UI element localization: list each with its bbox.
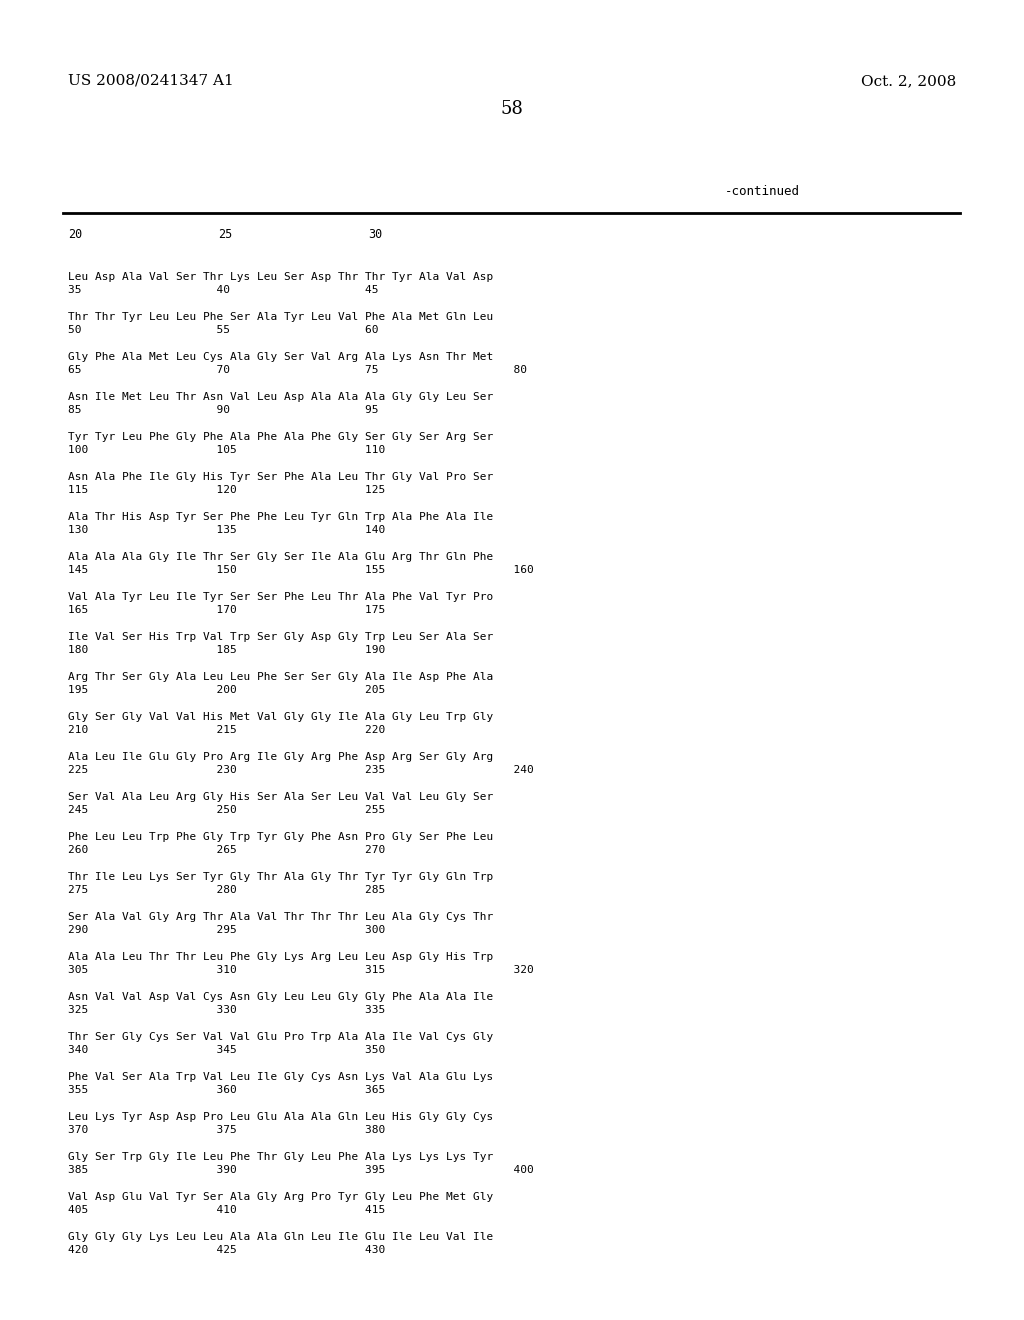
Text: 30: 30 — [368, 228, 382, 242]
Text: Ala Ala Leu Thr Thr Leu Phe Gly Lys Arg Leu Leu Asp Gly His Trp: Ala Ala Leu Thr Thr Leu Phe Gly Lys Arg … — [68, 952, 494, 962]
Text: Val Ala Tyr Leu Ile Tyr Ser Ser Phe Leu Thr Ala Phe Val Tyr Pro: Val Ala Tyr Leu Ile Tyr Ser Ser Phe Leu … — [68, 591, 494, 602]
Text: Arg Thr Ser Gly Ala Leu Leu Phe Ser Ser Gly Ala Ile Asp Phe Ala: Arg Thr Ser Gly Ala Leu Leu Phe Ser Ser … — [68, 672, 494, 682]
Text: Leu Asp Ala Val Ser Thr Lys Leu Ser Asp Thr Thr Tyr Ala Val Asp: Leu Asp Ala Val Ser Thr Lys Leu Ser Asp … — [68, 272, 494, 282]
Text: US 2008/0241347 A1: US 2008/0241347 A1 — [68, 74, 233, 88]
Text: 275                   280                   285: 275 280 285 — [68, 884, 385, 895]
Text: Gly Ser Gly Val Val His Met Val Gly Gly Ile Ala Gly Leu Trp Gly: Gly Ser Gly Val Val His Met Val Gly Gly … — [68, 711, 494, 722]
Text: 165                   170                   175: 165 170 175 — [68, 605, 385, 615]
Text: 58: 58 — [501, 100, 523, 117]
Text: 405                   410                   415: 405 410 415 — [68, 1205, 385, 1214]
Text: 50                    55                    60: 50 55 60 — [68, 325, 379, 335]
Text: 225                   230                   235                   240: 225 230 235 240 — [68, 766, 534, 775]
Text: 65                    70                    75                    80: 65 70 75 80 — [68, 366, 527, 375]
Text: Phe Leu Leu Trp Phe Gly Trp Tyr Gly Phe Asn Pro Gly Ser Phe Leu: Phe Leu Leu Trp Phe Gly Trp Tyr Gly Phe … — [68, 832, 494, 842]
Text: Asn Ile Met Leu Thr Asn Val Leu Asp Ala Ala Ala Gly Gly Leu Ser: Asn Ile Met Leu Thr Asn Val Leu Asp Ala … — [68, 392, 494, 403]
Text: 100                   105                   110: 100 105 110 — [68, 445, 385, 455]
Text: Ser Val Ala Leu Arg Gly His Ser Ala Ser Leu Val Val Leu Gly Ser: Ser Val Ala Leu Arg Gly His Ser Ala Ser … — [68, 792, 494, 803]
Text: Thr Ser Gly Cys Ser Val Val Glu Pro Trp Ala Ala Ile Val Cys Gly: Thr Ser Gly Cys Ser Val Val Glu Pro Trp … — [68, 1032, 494, 1041]
Text: Ala Ala Ala Gly Ile Thr Ser Gly Ser Ile Ala Glu Arg Thr Gln Phe: Ala Ala Ala Gly Ile Thr Ser Gly Ser Ile … — [68, 552, 494, 562]
Text: Ala Thr His Asp Tyr Ser Phe Phe Leu Tyr Gln Trp Ala Phe Ala Ile: Ala Thr His Asp Tyr Ser Phe Phe Leu Tyr … — [68, 512, 494, 521]
Text: 385                   390                   395                   400: 385 390 395 400 — [68, 1166, 534, 1175]
Text: 355                   360                   365: 355 360 365 — [68, 1085, 385, 1096]
Text: 290                   295                   300: 290 295 300 — [68, 925, 385, 935]
Text: Ile Val Ser His Trp Val Trp Ser Gly Asp Gly Trp Leu Ser Ala Ser: Ile Val Ser His Trp Val Trp Ser Gly Asp … — [68, 632, 494, 642]
Text: 180                   185                   190: 180 185 190 — [68, 645, 385, 655]
Text: Thr Thr Tyr Leu Leu Phe Ser Ala Tyr Leu Val Phe Ala Met Gln Leu: Thr Thr Tyr Leu Leu Phe Ser Ala Tyr Leu … — [68, 312, 494, 322]
Text: 20: 20 — [68, 228, 82, 242]
Text: Asn Val Val Asp Val Cys Asn Gly Leu Leu Gly Gly Phe Ala Ala Ile: Asn Val Val Asp Val Cys Asn Gly Leu Leu … — [68, 993, 494, 1002]
Text: 145                   150                   155                   160: 145 150 155 160 — [68, 565, 534, 576]
Text: Gly Ser Trp Gly Ile Leu Phe Thr Gly Leu Phe Ala Lys Lys Lys Tyr: Gly Ser Trp Gly Ile Leu Phe Thr Gly Leu … — [68, 1152, 494, 1162]
Text: 420                   425                   430: 420 425 430 — [68, 1245, 385, 1255]
Text: Tyr Tyr Leu Phe Gly Phe Ala Phe Ala Phe Gly Ser Gly Ser Arg Ser: Tyr Tyr Leu Phe Gly Phe Ala Phe Ala Phe … — [68, 432, 494, 442]
Text: Thr Ile Leu Lys Ser Tyr Gly Thr Ala Gly Thr Tyr Tyr Gly Gln Trp: Thr Ile Leu Lys Ser Tyr Gly Thr Ala Gly … — [68, 873, 494, 882]
Text: 130                   135                   140: 130 135 140 — [68, 525, 385, 535]
Text: 305                   310                   315                   320: 305 310 315 320 — [68, 965, 534, 975]
Text: Phe Val Ser Ala Trp Val Leu Ile Gly Cys Asn Lys Val Ala Glu Lys: Phe Val Ser Ala Trp Val Leu Ile Gly Cys … — [68, 1072, 494, 1082]
Text: Leu Lys Tyr Asp Asp Pro Leu Glu Ala Ala Gln Leu His Gly Gly Cys: Leu Lys Tyr Asp Asp Pro Leu Glu Ala Ala … — [68, 1111, 494, 1122]
Text: Asn Ala Phe Ile Gly His Tyr Ser Phe Ala Leu Thr Gly Val Pro Ser: Asn Ala Phe Ile Gly His Tyr Ser Phe Ala … — [68, 473, 494, 482]
Text: Val Asp Glu Val Tyr Ser Ala Gly Arg Pro Tyr Gly Leu Phe Met Gly: Val Asp Glu Val Tyr Ser Ala Gly Arg Pro … — [68, 1192, 494, 1203]
Text: 370                   375                   380: 370 375 380 — [68, 1125, 385, 1135]
Text: 35                    40                    45: 35 40 45 — [68, 285, 379, 294]
Text: -continued: -continued — [725, 185, 800, 198]
Text: 210                   215                   220: 210 215 220 — [68, 725, 385, 735]
Text: Ser Ala Val Gly Arg Thr Ala Val Thr Thr Thr Leu Ala Gly Cys Thr: Ser Ala Val Gly Arg Thr Ala Val Thr Thr … — [68, 912, 494, 921]
Text: Oct. 2, 2008: Oct. 2, 2008 — [861, 74, 956, 88]
Text: Gly Gly Gly Lys Leu Leu Ala Ala Gln Leu Ile Glu Ile Leu Val Ile: Gly Gly Gly Lys Leu Leu Ala Ala Gln Leu … — [68, 1232, 494, 1242]
Text: 325                   330                   335: 325 330 335 — [68, 1005, 385, 1015]
Text: 195                   200                   205: 195 200 205 — [68, 685, 385, 696]
Text: 115                   120                   125: 115 120 125 — [68, 484, 385, 495]
Text: 340                   345                   350: 340 345 350 — [68, 1045, 385, 1055]
Text: 25: 25 — [218, 228, 232, 242]
Text: 245                   250                   255: 245 250 255 — [68, 805, 385, 814]
Text: 85                    90                    95: 85 90 95 — [68, 405, 379, 414]
Text: Gly Phe Ala Met Leu Cys Ala Gly Ser Val Arg Ala Lys Asn Thr Met: Gly Phe Ala Met Leu Cys Ala Gly Ser Val … — [68, 352, 494, 362]
Text: Ala Leu Ile Glu Gly Pro Arg Ile Gly Arg Phe Asp Arg Ser Gly Arg: Ala Leu Ile Glu Gly Pro Arg Ile Gly Arg … — [68, 752, 494, 762]
Text: 260                   265                   270: 260 265 270 — [68, 845, 385, 855]
